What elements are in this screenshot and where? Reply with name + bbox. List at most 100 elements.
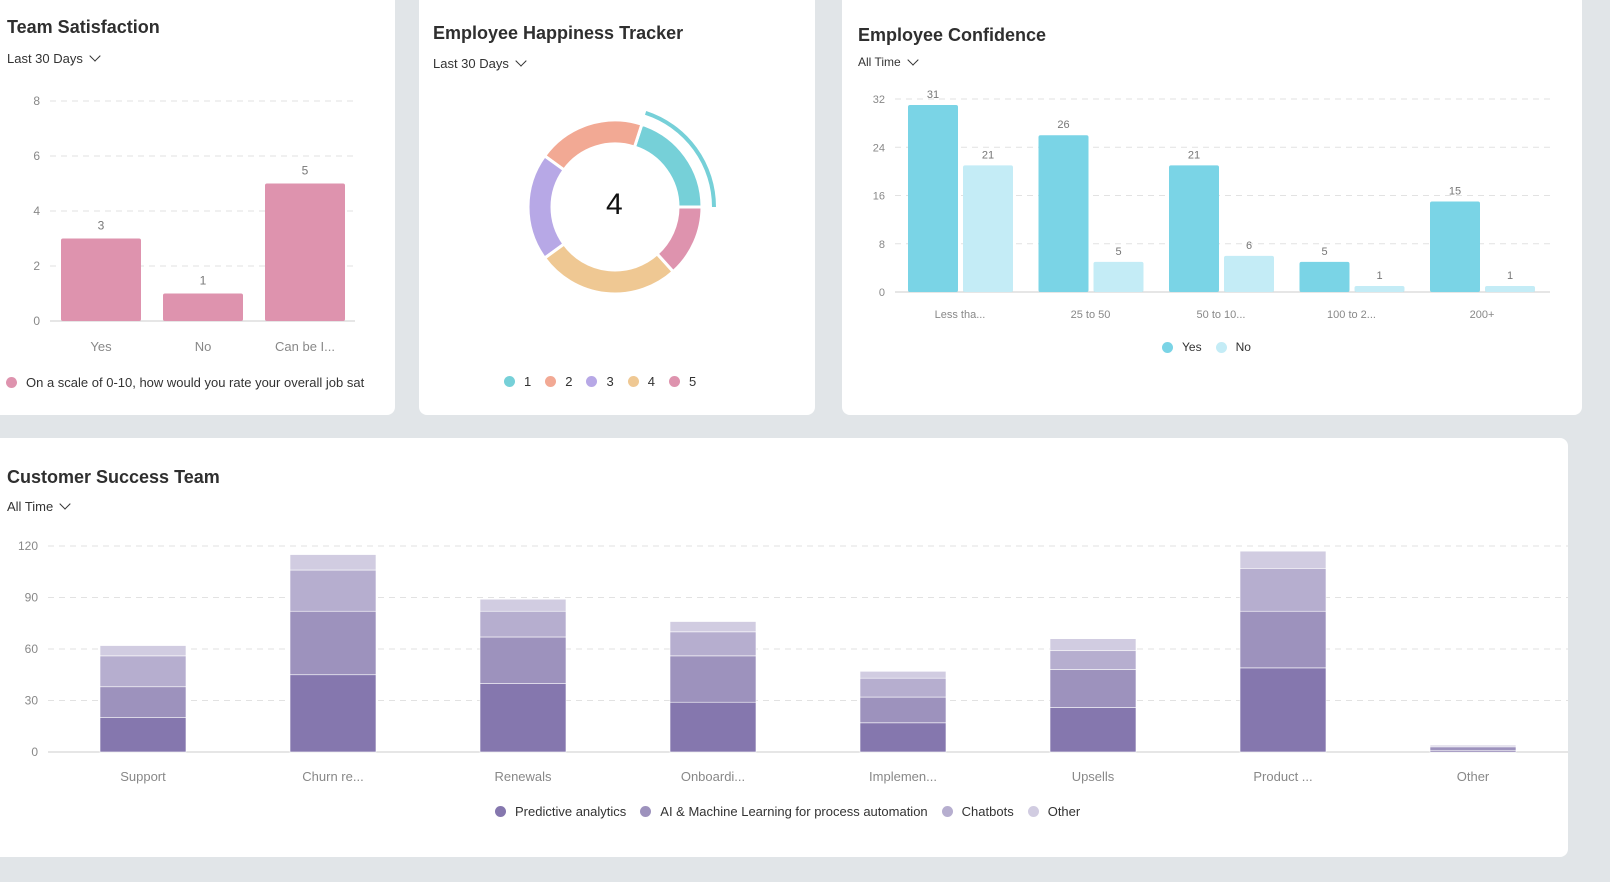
legend-item[interactable]: 1	[504, 374, 531, 389]
bar-segment[interactable]	[99, 717, 187, 753]
bar-segment[interactable]	[859, 722, 947, 753]
bar[interactable]	[1169, 165, 1219, 292]
legend-item[interactable]: No	[1215, 340, 1251, 354]
legend-dot	[6, 377, 17, 388]
bar-segment[interactable]	[479, 598, 567, 612]
legend-dot	[668, 376, 680, 387]
legend-label: No	[1235, 340, 1251, 354]
donut-slice[interactable]	[542, 118, 644, 173]
bar-segment[interactable]	[669, 621, 757, 633]
bar-segment[interactable]	[479, 636, 567, 684]
legend-item[interactable]: 3	[586, 374, 614, 389]
bar[interactable]	[908, 105, 958, 292]
data-label: 5	[1321, 246, 1327, 258]
legend-item[interactable]: Chatbots	[941, 804, 1014, 819]
y-tick-label: 0	[33, 314, 40, 328]
date-range-dropdown[interactable]: Last 30 Days	[433, 55, 527, 71]
bar-segment[interactable]	[1049, 707, 1137, 753]
legend-item[interactable]: AI & Machine Learning for process automa…	[640, 804, 928, 819]
bar-segment[interactable]	[1429, 744, 1517, 748]
donut-slice[interactable]	[655, 205, 704, 274]
data-label: 6	[1246, 240, 1252, 252]
donut-slice[interactable]	[632, 122, 704, 209]
legend-label: 4	[647, 374, 655, 389]
bar-segment[interactable]	[1239, 568, 1327, 612]
data-label: 5	[302, 164, 309, 178]
bar-segment[interactable]	[859, 671, 947, 679]
legend-item[interactable]: Other	[1027, 804, 1080, 819]
employee-confidence-chart: 0 8 16 24 32 31 21 Less tha... 26 5 25 to 50 21 6 50 …	[873, 89, 1550, 321]
bar-segment[interactable]	[859, 677, 947, 698]
bar-segment[interactable]	[1049, 650, 1137, 670]
legend-item[interactable]: Predictive analytics	[495, 804, 626, 819]
legend-dot	[640, 806, 652, 817]
bar-segment[interactable]	[1429, 746, 1517, 751]
bar-segment[interactable]	[1239, 550, 1327, 569]
happiness-donut-chart	[526, 110, 716, 296]
y-tick-label: 90	[25, 591, 39, 605]
donut-slice[interactable]	[542, 241, 676, 296]
x-tick-label: 50 to 10...	[1197, 309, 1246, 321]
data-label: 26	[1057, 119, 1069, 131]
legend-item[interactable]: 4	[627, 374, 655, 389]
y-tick-label: 32	[873, 94, 885, 106]
x-tick-label: Onboardi...	[681, 769, 745, 784]
bar[interactable]	[1354, 285, 1405, 292]
bar-segment[interactable]	[479, 610, 567, 638]
date-range-dropdown[interactable]: All Time	[7, 498, 71, 514]
x-tick-label: Other	[1457, 769, 1490, 784]
bar[interactable]	[163, 293, 243, 322]
x-tick-label: Less tha...	[935, 309, 986, 321]
bar-segment[interactable]	[289, 674, 377, 753]
card-title: Employee Confidence	[858, 25, 1047, 45]
x-tick-label: Support	[120, 769, 166, 784]
employee-confidence-card: Employee Confidence All Time 0 8 16 24 32 31 2…	[842, 0, 1582, 415]
bar-segment[interactable]	[1239, 610, 1327, 669]
bar-segment[interactable]	[99, 645, 187, 657]
donut-slice[interactable]	[526, 153, 567, 261]
bar[interactable]	[1299, 261, 1350, 292]
legend-item[interactable]: On a scale of 0-10, how would you rate y…	[6, 375, 364, 390]
chart-legend: On a scale of 0-10, how would you rate y…	[6, 375, 378, 390]
bar[interactable]	[1224, 255, 1274, 292]
bar-segment[interactable]	[669, 631, 757, 657]
bar-segment[interactable]	[289, 554, 377, 571]
legend-dot	[545, 376, 557, 387]
bar[interactable]	[265, 183, 345, 322]
bar[interactable]	[1430, 201, 1480, 292]
dropdown-value: All Time	[7, 499, 54, 514]
bar-segment[interactable]	[669, 701, 757, 753]
legend-item[interactable]: Yes	[1162, 340, 1202, 354]
legend-item[interactable]: 2	[545, 374, 572, 389]
bar-segment[interactable]	[99, 686, 187, 718]
bar-segment[interactable]	[479, 683, 567, 753]
bar-segment[interactable]	[1049, 669, 1137, 708]
bar-segment[interactable]	[859, 696, 947, 724]
bar-segment[interactable]	[1049, 638, 1137, 652]
data-label: 3	[98, 219, 105, 233]
legend-dot	[1162, 341, 1173, 353]
data-label: 1	[200, 274, 207, 288]
y-tick-label: 16	[873, 191, 885, 203]
legend-item[interactable]: 5	[668, 374, 696, 389]
y-tick-label: 120	[18, 539, 38, 553]
bar[interactable]	[61, 238, 141, 322]
date-range-dropdown[interactable]: All Time	[858, 53, 919, 69]
bar[interactable]	[1093, 261, 1144, 292]
highlight-arc	[644, 110, 716, 208]
bar-segment[interactable]	[289, 610, 377, 676]
y-tick-label: 0	[879, 287, 885, 299]
data-label: 31	[927, 89, 939, 101]
bar[interactable]	[1038, 135, 1089, 292]
bar[interactable]	[1485, 285, 1535, 292]
bar-segment[interactable]	[669, 655, 757, 703]
bar-segment[interactable]	[1239, 667, 1327, 753]
chart-legend: Predictive analytics AI & Machine Learnin…	[495, 804, 1094, 819]
bar-segment[interactable]	[99, 655, 187, 688]
legend-dot	[504, 376, 515, 387]
date-range-dropdown[interactable]: Last 30 Days	[7, 50, 101, 66]
data-label: 5	[1115, 246, 1121, 258]
bar[interactable]	[963, 165, 1013, 292]
bar-segment[interactable]	[289, 569, 377, 612]
chart-legend: Yes No	[1162, 340, 1265, 354]
